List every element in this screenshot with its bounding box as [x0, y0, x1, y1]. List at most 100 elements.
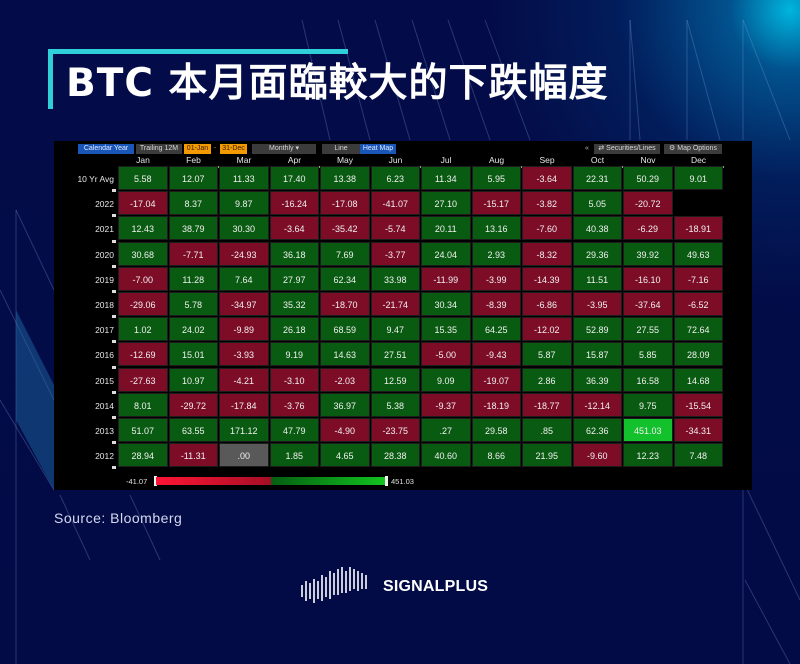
trailing-12m-button[interactable]: Trailing 12M — [136, 144, 182, 154]
heatmap-cell[interactable]: 15.01 — [168, 342, 218, 367]
heatmap-cell[interactable]: -18.19 — [471, 392, 521, 417]
heatmap-cell[interactable]: 14.68 — [673, 367, 723, 392]
heatmap-cell[interactable]: 9.87 — [219, 191, 269, 216]
heatmap-cell[interactable]: 11.34 — [421, 166, 471, 190]
heatmap-cell[interactable]: 36.97 — [320, 392, 370, 417]
heatmap-cell[interactable]: -18.77 — [522, 392, 572, 417]
heatmap-cell[interactable]: -9.60 — [572, 443, 622, 468]
heatmap-cell[interactable]: 47.79 — [269, 418, 319, 442]
heatmap-cell[interactable]: 63.55 — [168, 418, 218, 442]
heatmap-cell[interactable]: -8.39 — [471, 292, 521, 316]
heatmap-cell[interactable]: -11.31 — [168, 443, 218, 468]
heatmap-cell[interactable]: -3.64 — [522, 166, 572, 190]
heatmap-cell[interactable]: -41.07 — [370, 191, 420, 216]
heatmap-cell[interactable]: 27.51 — [370, 342, 420, 367]
heatmap-cell[interactable]: -19.07 — [471, 367, 521, 392]
heatmap-cell[interactable]: 24.02 — [168, 317, 218, 342]
heatmap-cell[interactable]: 62.36 — [572, 418, 622, 442]
heatmap-cell[interactable]: 8.01 — [118, 392, 168, 417]
heatmap-cell[interactable]: 6.23 — [370, 166, 420, 190]
heatmap-cell[interactable]: -12.02 — [522, 317, 572, 342]
heatmap-cell[interactable]: 50.29 — [623, 166, 673, 190]
heatmap-cell[interactable]: -5.74 — [370, 216, 420, 241]
heatmap-cell[interactable]: -3.95 — [572, 292, 622, 316]
heatmap-cell[interactable]: -6.29 — [623, 216, 673, 241]
heatmap-cell[interactable]: 28.38 — [370, 443, 420, 468]
heatmap-cell[interactable]: 13.38 — [320, 166, 370, 190]
heatmap-cell[interactable]: 8.37 — [168, 191, 218, 216]
legend-min-handle[interactable] — [154, 476, 157, 486]
end-date-input[interactable]: 31-Dec — [220, 144, 247, 154]
heatmap-cell[interactable]: 36.39 — [572, 367, 622, 392]
heatmap-cell[interactable]: 12.07 — [168, 166, 218, 190]
heatmap-cell[interactable]: -17.84 — [219, 392, 269, 417]
heatmap-cell[interactable]: -7.60 — [522, 216, 572, 241]
heatmap-cell[interactable]: 28.09 — [673, 342, 723, 367]
legend-max-handle[interactable] — [385, 476, 388, 486]
heatmap-cell[interactable]: 1.02 — [118, 317, 168, 342]
heatmap-cell[interactable]: -9.89 — [219, 317, 269, 342]
heatmap-cell[interactable]: 22.31 — [572, 166, 622, 190]
heatmap-cell[interactable]: 12.23 — [623, 443, 673, 468]
heatmap-cell[interactable]: -16.24 — [269, 191, 319, 216]
line-view-button[interactable]: Line — [322, 144, 360, 154]
heatmap-cell[interactable]: 11.51 — [572, 266, 622, 291]
heatmap-cell[interactable]: .27 — [421, 418, 471, 442]
heatmap-cell[interactable]: 26.18 — [269, 317, 319, 342]
securities-lines-button[interactable]: ⇄ Securities/Lines — [594, 144, 660, 154]
heatmap-cell[interactable]: -18.70 — [320, 292, 370, 316]
heatmap-cell[interactable]: 28.94 — [118, 443, 168, 468]
heatmap-cell[interactable]: 5.78 — [168, 292, 218, 316]
heatmap-cell[interactable]: -23.75 — [370, 418, 420, 442]
heatmap-cell[interactable]: 9.47 — [370, 317, 420, 342]
heatmap-cell[interactable]: 68.59 — [320, 317, 370, 342]
heatmap-cell[interactable]: 5.95 — [471, 166, 521, 190]
heatmap-cell[interactable]: 15.35 — [421, 317, 471, 342]
heatmap-cell[interactable]: 1.85 — [269, 443, 319, 468]
heatmap-cell[interactable]: -12.69 — [118, 342, 168, 367]
heatmap-cell[interactable]: -17.08 — [320, 191, 370, 216]
heatmap-cell[interactable]: -3.82 — [522, 191, 572, 216]
heatmap-cell[interactable]: 21.95 — [522, 443, 572, 468]
heatmap-cell[interactable]: 9.01 — [673, 166, 723, 190]
heatmap-cell[interactable]: -3.64 — [269, 216, 319, 241]
heatmap-cell[interactable]: 49.63 — [673, 241, 723, 266]
heatmap-cell[interactable]: 5.05 — [572, 191, 622, 216]
heatmap-cell[interactable]: -6.52 — [673, 292, 723, 316]
heatmap-cell[interactable]: 30.34 — [421, 292, 471, 316]
heatmap-cell[interactable]: 29.36 — [572, 241, 622, 266]
heatmap-cell[interactable]: -2.03 — [320, 367, 370, 392]
heatmap-cell[interactable]: -3.77 — [370, 241, 420, 266]
heatmap-cell[interactable]: 10.97 — [168, 367, 218, 392]
heatmap-cell[interactable]: -4.90 — [320, 418, 370, 442]
heatmap-cell[interactable]: 8.66 — [471, 443, 521, 468]
heatmap-cell[interactable]: 52.89 — [572, 317, 622, 342]
heatmap-cell[interactable]: -4.21 — [219, 367, 269, 392]
heatmap-cell[interactable]: -7.16 — [673, 266, 723, 291]
heatmap-cell[interactable]: -35.42 — [320, 216, 370, 241]
heatmap-cell[interactable]: 451.03 — [623, 418, 673, 442]
heat-map-view-button[interactable]: Heat Map — [360, 144, 396, 154]
heatmap-cell[interactable]: 5.38 — [370, 392, 420, 417]
heatmap-cell[interactable]: 9.09 — [421, 367, 471, 392]
heatmap-cell[interactable]: 16.58 — [623, 367, 673, 392]
heatmap-cell[interactable]: -17.04 — [118, 191, 168, 216]
heatmap-cell[interactable]: -12.14 — [572, 392, 622, 417]
heatmap-cell[interactable]: 30.68 — [118, 241, 168, 266]
heatmap-cell[interactable]: -3.99 — [471, 266, 521, 291]
heatmap-cell[interactable]: 30.30 — [219, 216, 269, 241]
heatmap-cell[interactable]: -15.17 — [471, 191, 521, 216]
heatmap-cell[interactable]: 15.87 — [572, 342, 622, 367]
heatmap-cell[interactable]: 7.69 — [320, 241, 370, 266]
heatmap-cell[interactable]: -34.31 — [673, 418, 723, 442]
heatmap-cell[interactable]: 62.34 — [320, 266, 370, 291]
heatmap-cell[interactable]: 14.63 — [320, 342, 370, 367]
collapse-button[interactable]: « — [585, 145, 589, 152]
heatmap-cell[interactable]: 40.60 — [421, 443, 471, 468]
heatmap-cell[interactable]: -29.72 — [168, 392, 218, 417]
heatmap-cell[interactable]: -37.64 — [623, 292, 673, 316]
heatmap-cell[interactable]: 12.59 — [370, 367, 420, 392]
heatmap-cell[interactable]: 7.48 — [673, 443, 723, 468]
heatmap-cell[interactable]: -21.74 — [370, 292, 420, 316]
heatmap-cell[interactable]: -27.63 — [118, 367, 168, 392]
